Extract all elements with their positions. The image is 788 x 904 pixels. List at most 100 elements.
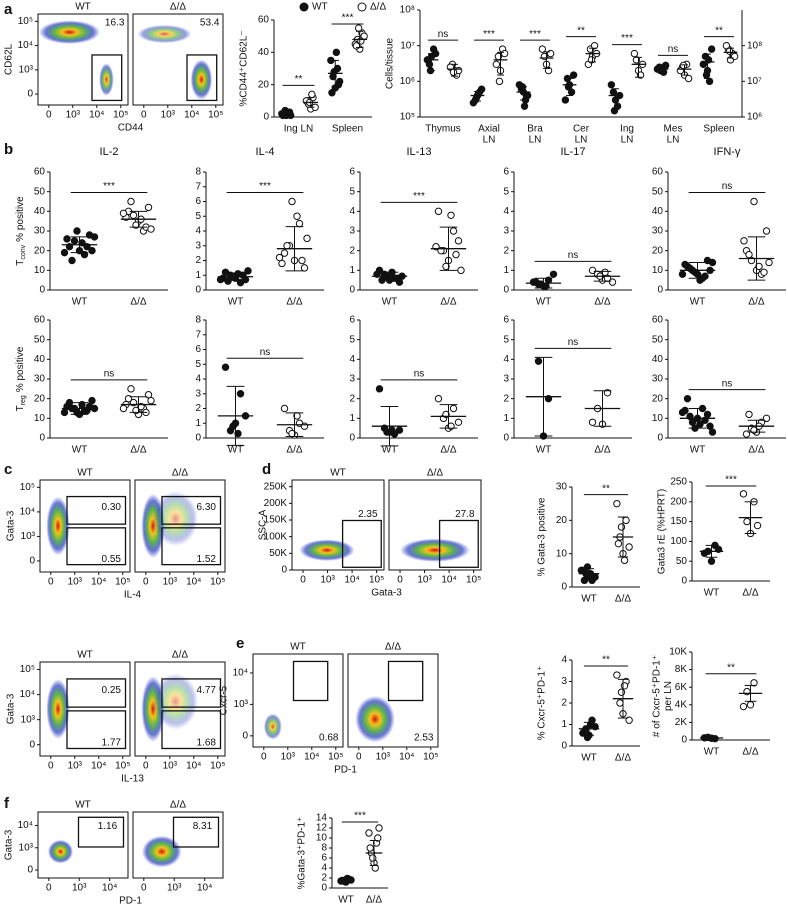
gate	[161, 710, 222, 750]
significance-label: **	[602, 655, 610, 666]
data-point	[70, 237, 79, 245]
panel-label: c	[4, 461, 12, 478]
data-point	[608, 278, 617, 286]
data-point	[60, 408, 69, 417]
y-tick-label: 10⁶	[400, 76, 415, 87]
data-point	[221, 363, 230, 371]
y2-tick-label: 10⁸	[747, 40, 762, 51]
density-cloud	[46, 496, 70, 556]
x-tick-label: Δ/Δ	[130, 297, 146, 308]
x-tick-label: 10³	[68, 577, 83, 588]
data-point	[60, 248, 69, 257]
data-point	[590, 41, 599, 50]
y-tick-label: 10⁴	[20, 507, 35, 518]
data-point	[244, 267, 252, 275]
significance-label: ns	[722, 181, 733, 192]
x-tick-label: 10³	[161, 110, 176, 121]
y-tick-label: 3	[195, 388, 201, 399]
y-tick-label: 2	[195, 403, 201, 414]
y-tick-label: 250K	[264, 481, 288, 492]
y-axis-label-part: per LN	[663, 681, 674, 711]
x-tick-label: 10⁵	[328, 752, 343, 763]
x-axis-label: CD44	[118, 123, 144, 134]
x-tick-label: Δ/Δ	[366, 895, 382, 904]
y-tick-label: 1	[349, 265, 355, 276]
y-axis-label: Cxcr-5	[219, 685, 230, 715]
y-tick-label: 200K	[264, 498, 288, 509]
y-tick-label: 10	[652, 413, 664, 424]
data-point	[583, 563, 592, 571]
panel-label: d	[262, 461, 271, 478]
x-tick-label: WT	[228, 445, 244, 456]
significance-label: ***	[725, 475, 737, 486]
x-tick-label: 10⁵	[115, 761, 130, 772]
y-tick-label: 60	[652, 167, 664, 178]
y2-tick-label: 10⁶	[747, 112, 762, 123]
y-axis-label: %CD44⁺CD62L⁻	[239, 30, 250, 106]
x-tick-label: Δ/Δ	[440, 297, 456, 308]
density-cloud	[141, 491, 198, 559]
density-blob	[190, 59, 213, 100]
y-tick-label: 2	[503, 245, 509, 256]
data-point	[577, 566, 586, 575]
y-tick-label: 2	[321, 873, 327, 884]
y-tick-label: 20	[652, 245, 664, 256]
data-point	[622, 516, 630, 525]
data-point	[280, 249, 289, 257]
x-tick-label: Δ/Δ	[286, 445, 302, 456]
y-tick-label: 10³	[19, 64, 34, 75]
x-tick-label: 10⁴	[186, 577, 201, 588]
gate	[387, 660, 424, 702]
y-axis-label: Treg % positive	[15, 346, 28, 411]
y-axis-label-part: % positive	[15, 196, 26, 242]
plot-title: IFN-γ	[714, 146, 741, 158]
y-tick-label: 4	[195, 374, 201, 385]
density-blob	[355, 695, 395, 743]
data-point	[371, 864, 379, 872]
data-point	[375, 824, 383, 832]
density-cloud	[46, 678, 70, 740]
x-tick-label: 10⁵	[115, 577, 130, 588]
gate-percent: 1.52	[197, 554, 217, 565]
plot-title: IL-17	[560, 146, 585, 158]
y-tick-label: 30	[34, 374, 46, 385]
x-tick-label: 10⁵	[466, 575, 481, 586]
plot-title: IL-4	[256, 146, 275, 158]
y-tick-label: 0	[39, 433, 45, 444]
gate-percent: 0.68	[319, 732, 339, 743]
y-tick-label: 6	[195, 196, 201, 207]
x-tick-label: 10⁴	[91, 761, 106, 772]
density-cloud	[142, 835, 182, 868]
x-tick-label: Δ/Δ	[748, 297, 764, 308]
data-point	[495, 77, 504, 86]
significance-label: **	[715, 25, 723, 36]
data-point	[520, 102, 529, 110]
y-tick-label: 20	[556, 515, 568, 526]
data-point	[119, 404, 128, 413]
y-tick-label: 100	[670, 536, 687, 547]
data-point	[365, 829, 373, 837]
legend-marker	[357, 2, 367, 12]
data-point	[745, 410, 753, 419]
density-blob	[142, 835, 182, 868]
x-axis-label: IL-4	[124, 590, 142, 601]
y-tick-label: 10⁵	[20, 664, 35, 675]
y-tick-label: 10⁷	[400, 40, 415, 51]
data-point	[707, 45, 716, 53]
data-point	[708, 428, 717, 436]
x-axis-label: PD-1	[334, 765, 357, 776]
y-axis-label: % Cxcr-5⁺PD-1⁺	[537, 666, 548, 740]
x-tick-label: WT	[581, 594, 597, 605]
y-tick-label: 50	[34, 334, 46, 345]
x-tick-label: Axial	[478, 124, 500, 135]
y-tick-label: 12	[316, 823, 328, 834]
data-point	[298, 256, 306, 265]
y-tick-label: 0	[503, 285, 509, 296]
y-tick-label: 150	[670, 516, 687, 527]
data-point	[90, 233, 99, 241]
data-point	[730, 52, 739, 61]
significance-label: **	[727, 662, 735, 673]
gate-percent: 0.55	[102, 554, 122, 565]
y-tick-label: 60	[258, 15, 270, 26]
y-tick-label: 5	[195, 211, 201, 222]
